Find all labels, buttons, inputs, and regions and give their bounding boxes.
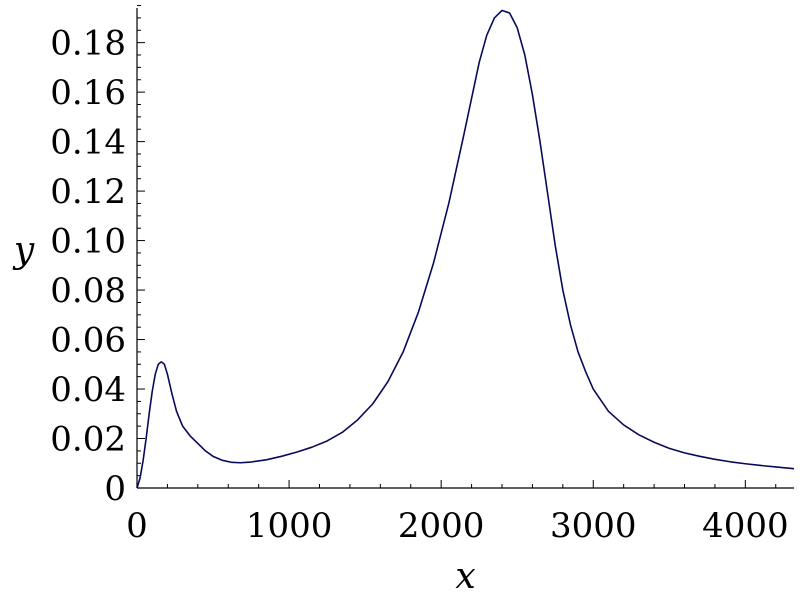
x-axis-title: x — [455, 556, 475, 597]
y-tick-label: 0.16 — [50, 73, 126, 113]
y-tick-label: 0.12 — [50, 172, 126, 212]
y-axis-title: y — [12, 230, 35, 271]
y-tick-label: 0.14 — [50, 123, 126, 163]
tick-marks — [136, 5, 777, 489]
y-tick-label: 0.06 — [50, 321, 126, 361]
y-tick-label: 0.18 — [50, 24, 126, 64]
x-tick-label: 1000 — [246, 506, 333, 546]
y-tick-label: 0.10 — [50, 222, 126, 262]
x-tick-label: 3000 — [550, 506, 637, 546]
y-tick-label: 0.02 — [50, 420, 126, 460]
y-tick-label: 0.04 — [50, 370, 126, 410]
y-tick-label: 0 — [104, 469, 126, 509]
series-layer — [136, 9, 795, 489]
x-tick-label: 2000 — [398, 506, 485, 546]
tick-labels: 0 1000 2000 3000 4000 0 0.02 0.04 0.06 0.08 0.10 0.… — [50, 24, 788, 546]
x-tick-label: 0 — [126, 506, 148, 546]
series-line-0 — [136, 9, 795, 489]
y-tick-label: 0.08 — [50, 271, 126, 311]
x-tick-label: 4000 — [702, 506, 789, 546]
